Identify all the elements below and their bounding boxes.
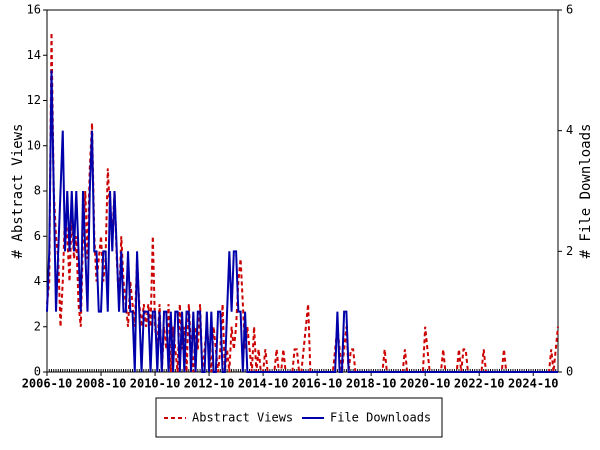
x-tick-label: 2006-10 (22, 377, 73, 391)
y-tick-label: 2 (34, 319, 41, 333)
y2-tick-label: 6 (566, 3, 573, 17)
y-tick-label: 14 (27, 48, 41, 62)
y-tick-label: 8 (34, 184, 41, 198)
y2-tick-label: 0 (566, 365, 573, 379)
y2-tick-label: 4 (566, 123, 573, 137)
plot-frame (46, 9, 559, 373)
y2-axis-title: # File Downloads (578, 124, 594, 259)
data-line (46, 70, 558, 373)
x-tick-label: 2022-10 (454, 377, 505, 391)
y-tick-label: 10 (27, 138, 41, 152)
y-tick-label: 0 (34, 365, 41, 379)
y-axis-title: # Abstract Views (10, 124, 26, 259)
x-tick-label: 2016-10 (292, 377, 343, 391)
x-tick-label: 2014-10 (238, 377, 289, 391)
y-tick-label: 16 (27, 3, 41, 17)
x-tick-label: 2020-10 (400, 377, 451, 391)
y-tick-label: 6 (34, 229, 41, 243)
y2-tick-label: 2 (566, 244, 573, 258)
data-line (46, 32, 559, 373)
x-tick-label: 2024-10 (508, 377, 559, 391)
x-tick-label: 2012-10 (184, 377, 235, 391)
legend-label: Abstract Views (192, 411, 293, 425)
legend-box (155, 397, 443, 438)
x-tick-label: 2010-10 (130, 377, 181, 391)
legend-label: File Downloads (330, 411, 431, 425)
x-tick-label: 2008-10 (76, 377, 127, 391)
y-tick-label: 12 (27, 93, 41, 107)
y-tick-label: 4 (34, 274, 41, 288)
x-tick-label: 2018-10 (346, 377, 397, 391)
